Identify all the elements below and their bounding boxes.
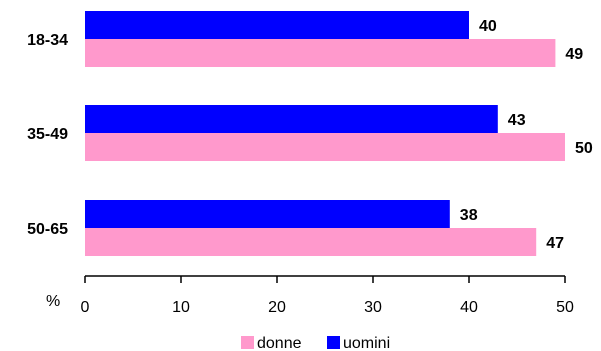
legend-label-uomini: uomini (343, 335, 390, 351)
x-tick-label: 20 (268, 299, 286, 316)
bar-donne-35-49 (85, 133, 565, 161)
bar-uomini-50-65 (85, 200, 450, 228)
data-label-uomini-50-65: 38 (460, 207, 478, 224)
category-label-18-34: 18-34 (27, 32, 68, 49)
category-label-35-49: 35-49 (27, 126, 68, 143)
bars-group (85, 11, 565, 256)
x-tick-label: 40 (460, 299, 478, 316)
x-axis-label: % (46, 293, 60, 310)
x-tick-label: 30 (364, 299, 382, 316)
legend-swatch-donne (241, 336, 254, 349)
legend-label-donne: donne (257, 335, 302, 351)
data-label-uomini-18-34: 40 (479, 18, 497, 35)
legend: donne uomini (241, 335, 390, 351)
x-axis: 0 10 20 30 40 50 (81, 275, 574, 316)
data-label-donne-35-49: 50 (575, 140, 593, 157)
category-labels-group: 18-34 35-49 50-65 (27, 32, 68, 238)
bar-donne-50-65 (85, 228, 537, 256)
x-tick-label: 0 (81, 299, 90, 316)
data-label-donne-18-34: 49 (565, 46, 583, 63)
x-tick-label: 10 (172, 299, 190, 316)
bar-uomini-35-49 (85, 105, 498, 133)
legend-swatch-uomini (327, 336, 340, 349)
data-label-uomini-35-49: 43 (508, 112, 526, 129)
category-label-50-65: 50-65 (27, 221, 68, 238)
x-tick-label: 50 (556, 299, 574, 316)
bar-uomini-18-34 (85, 11, 469, 39)
data-label-donne-50-65: 47 (546, 235, 564, 252)
bar-donne-18-34 (85, 39, 556, 67)
data-labels-group: 40 49 43 50 38 47 (460, 18, 593, 252)
